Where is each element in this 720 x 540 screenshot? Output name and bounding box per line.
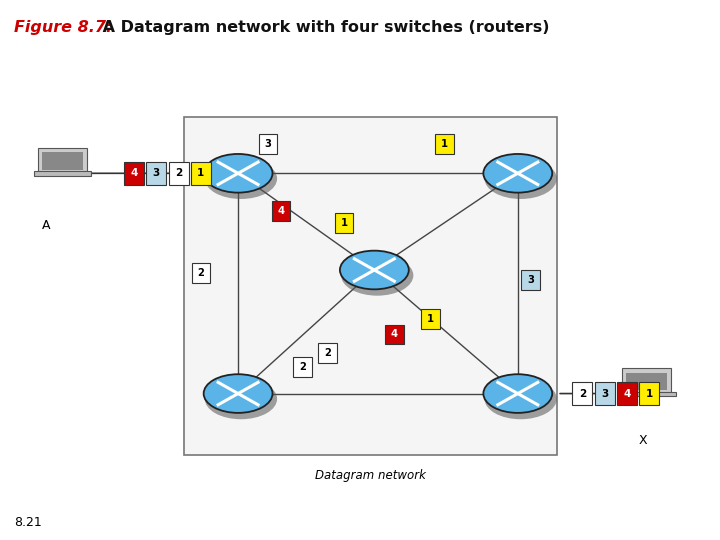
Ellipse shape xyxy=(341,255,413,296)
Text: 2: 2 xyxy=(175,168,182,178)
Text: Figure 8.7:: Figure 8.7: xyxy=(14,20,112,35)
Bar xyxy=(272,201,290,221)
Text: 2: 2 xyxy=(197,268,204,278)
Bar xyxy=(436,134,454,154)
Bar xyxy=(639,382,659,405)
Bar xyxy=(293,357,312,376)
Bar xyxy=(42,152,83,170)
Ellipse shape xyxy=(204,158,277,199)
Text: 2: 2 xyxy=(300,362,306,372)
Bar xyxy=(622,368,672,393)
Ellipse shape xyxy=(485,379,557,419)
Text: 2: 2 xyxy=(324,348,331,358)
Text: 4: 4 xyxy=(391,329,398,340)
Bar xyxy=(192,263,210,282)
Text: 8.21: 8.21 xyxy=(14,516,42,529)
Text: 1: 1 xyxy=(441,139,448,148)
Text: A: A xyxy=(42,219,50,232)
Ellipse shape xyxy=(485,158,557,199)
Bar xyxy=(124,162,144,185)
Bar xyxy=(38,148,87,172)
Bar xyxy=(259,134,277,154)
Text: X: X xyxy=(639,434,647,447)
Bar xyxy=(34,171,91,176)
Bar xyxy=(572,382,593,405)
Bar xyxy=(168,162,189,185)
Ellipse shape xyxy=(340,251,409,289)
Text: 1: 1 xyxy=(197,168,204,178)
Ellipse shape xyxy=(204,154,272,193)
Ellipse shape xyxy=(204,374,272,413)
Bar xyxy=(618,392,675,396)
Text: 4: 4 xyxy=(623,389,631,399)
Bar xyxy=(626,373,667,390)
Bar xyxy=(335,213,354,233)
Text: 1: 1 xyxy=(427,314,434,325)
Text: 4: 4 xyxy=(130,168,138,178)
Bar xyxy=(595,382,615,405)
Bar xyxy=(617,382,637,405)
Text: A Datagram network with four switches (routers): A Datagram network with four switches (r… xyxy=(96,20,549,35)
Bar xyxy=(385,325,404,345)
Bar xyxy=(184,117,557,455)
Bar xyxy=(146,162,166,185)
Bar xyxy=(318,343,337,363)
Bar xyxy=(521,270,540,289)
Text: 3: 3 xyxy=(601,389,608,399)
Ellipse shape xyxy=(483,374,552,413)
Text: Datagram network: Datagram network xyxy=(315,469,426,482)
Text: 1: 1 xyxy=(341,218,348,228)
Bar xyxy=(421,309,439,329)
Ellipse shape xyxy=(204,379,277,419)
Text: 2: 2 xyxy=(579,389,586,399)
Text: 3: 3 xyxy=(153,168,160,178)
Text: 3: 3 xyxy=(527,275,534,285)
Text: 3: 3 xyxy=(265,139,271,148)
Ellipse shape xyxy=(483,154,552,193)
Text: 1: 1 xyxy=(645,389,652,399)
Bar xyxy=(191,162,211,185)
Text: 4: 4 xyxy=(277,206,284,216)
